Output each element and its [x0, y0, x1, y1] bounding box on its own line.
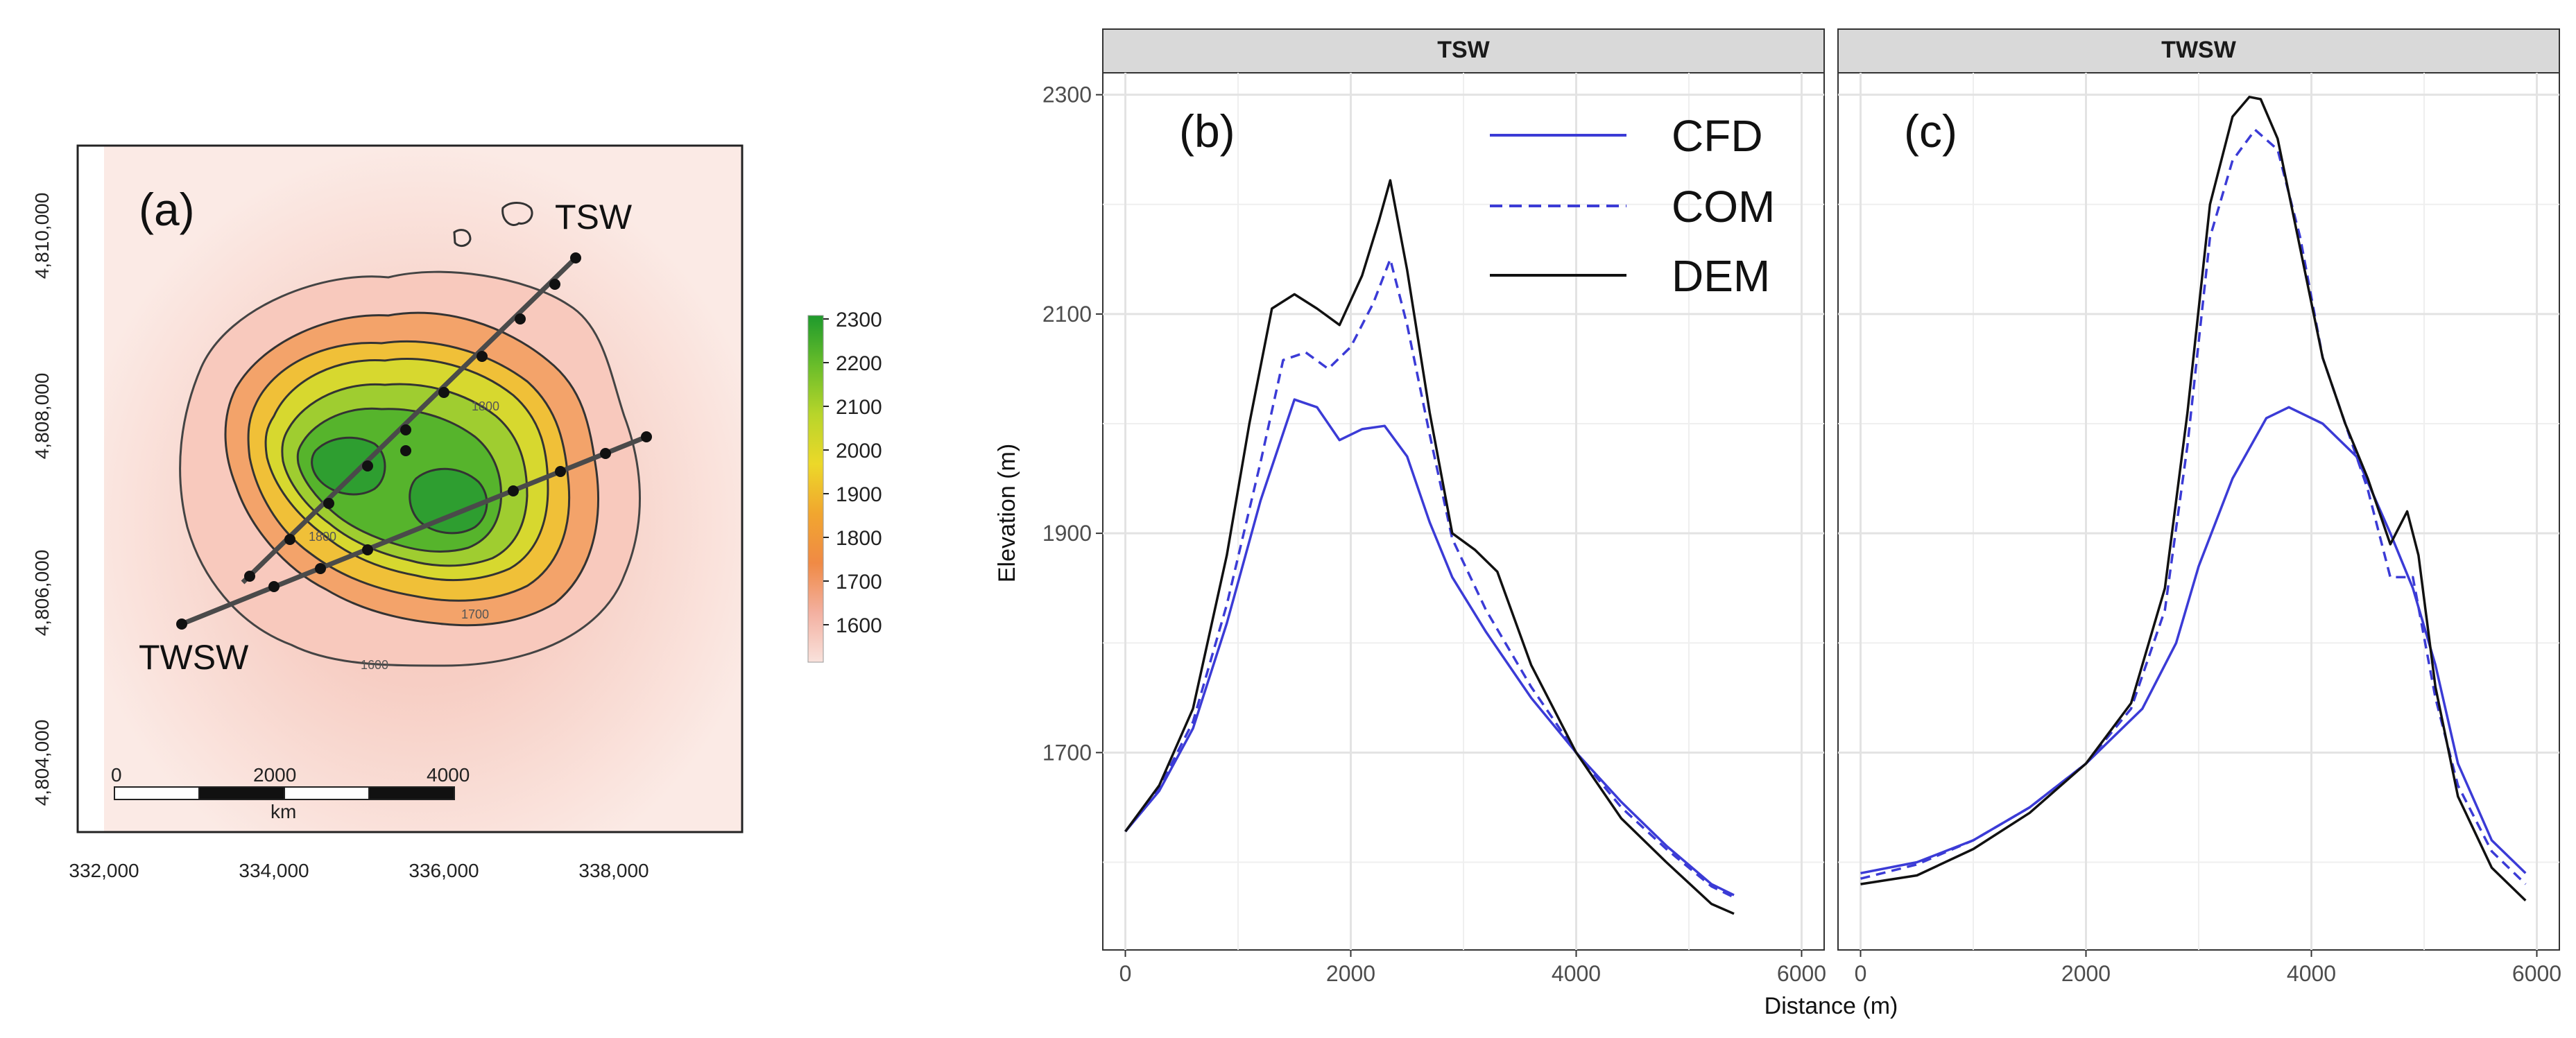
transect-label-twsw: TWSW	[139, 638, 249, 677]
strip-tsw	[1102, 28, 1825, 73]
legend-label-dem: DEM	[1672, 251, 1770, 301]
strip-twsw	[1837, 28, 2560, 73]
panel-c-series-dem	[1860, 96, 2527, 902]
contour-label-1700: 1700	[461, 607, 489, 621]
map-xtick-0: 332,000	[69, 860, 139, 881]
panel-c-grid	[1838, 73, 2559, 950]
panel-b-ytick-1900: 1900	[1042, 521, 1092, 546]
transect-tsw	[241, 252, 581, 585]
colorbar-tick-2300: 2300	[836, 309, 882, 331]
scalebar-label-4000: 4000	[427, 764, 470, 786]
panel-c-xtick-2000: 2000	[2061, 961, 2111, 986]
map-ytick-2: 4,808,000	[31, 373, 53, 460]
colorbar-tick-2200: 2200	[836, 352, 882, 375]
panel-b-ytick-2300: 2300	[1042, 83, 1092, 107]
legend-label-cfd: CFD	[1672, 111, 1763, 161]
contour-label-1800-b: 1800	[472, 399, 499, 413]
map-ytick-3: 4,810,000	[31, 193, 53, 279]
panel-c-xtick-0: 0	[1855, 961, 1867, 986]
map-scalebar: 0 2000 4000 km	[111, 764, 470, 822]
contour-2200-west	[311, 436, 386, 496]
panel-c-xtick-6000: 6000	[2512, 961, 2561, 986]
strip-label-twsw: TWSW	[2161, 37, 2237, 63]
legend-label-com: COM	[1672, 182, 1775, 232]
panel-b-x-ticks: 0 2000 4000 6000	[1119, 950, 1826, 986]
colorbar-tick-1900: 1900	[836, 483, 882, 506]
panel-c-xtick-4000: 4000	[2287, 961, 2336, 986]
map-panel: 1600 1700 1800 1800	[31, 144, 882, 881]
colorbar-ticks: 2300 2200 2100 2000 1900 1800 1700 1600	[823, 309, 882, 637]
panel-b-xtick-6000: 6000	[1777, 961, 1826, 986]
panel-b-ytick-1700: 1700	[1042, 740, 1092, 765]
strip-label-tsw: TSW	[1437, 37, 1490, 63]
map-xtick-3: 338,000	[578, 860, 649, 881]
panel-b-series-com	[1124, 258, 1735, 899]
colorbar-tick-2100: 2100	[836, 396, 882, 419]
colorbar-tick-2000: 2000	[836, 440, 882, 462]
panel-c-x-ticks: 0 2000 4000 6000	[1855, 950, 2561, 986]
profile-panels: TSW TWSW (b) CFD COM DEM 1700 1900 2100 230…	[994, 28, 2561, 1019]
contour-label-1800-a: 1800	[309, 530, 336, 544]
colorbar-tick-1700: 1700	[836, 571, 882, 594]
scalebar-unit: km	[271, 801, 296, 822]
scalebar-label-2000: 2000	[253, 764, 296, 786]
x-axis-title: Distance (m)	[1764, 993, 1898, 1019]
contour-label-1600: 1600	[361, 658, 388, 672]
colorbar-bar	[807, 315, 824, 663]
map-ytick-1: 4,806,000	[31, 550, 53, 637]
map-ytick-0: 4,804,000	[31, 720, 53, 806]
legend: CFD COM DEM	[1490, 111, 1775, 301]
panel-c-series	[1860, 96, 2527, 902]
contour-island-1	[501, 202, 533, 226]
contour-2200-east	[409, 467, 488, 535]
panel-b-series	[1124, 179, 1735, 915]
panel-b-grid	[1103, 73, 1824, 950]
panel-b-series-cfd	[1124, 398, 1735, 897]
map-xtick-1: 334,000	[239, 860, 309, 881]
map-frame	[76, 144, 744, 833]
panel-b-xtick-4000: 4000	[1552, 961, 1601, 986]
plot-panel-c: (c) 0 2000 4000 6000	[1837, 72, 2561, 986]
transect-twsw	[176, 431, 652, 630]
map-y-axis: 4,804,000 4,806,000 4,808,000 4,810,000	[31, 193, 53, 806]
y-axis-title: Elevation (m)	[994, 444, 1020, 582]
panel-b-xtick-0: 0	[1119, 961, 1132, 986]
panel-b-y-ticks: 1700 1900 2100 2300	[1042, 83, 1103, 765]
scalebar-label-0: 0	[111, 764, 122, 786]
transect-label-tsw: TSW	[555, 198, 633, 236]
contour-island-2	[453, 229, 472, 248]
map-colorbar: 2300 2200 2100 2000 1900 1800 1700 1600	[807, 309, 882, 663]
colorbar-tick-1800: 1800	[836, 527, 882, 550]
colorbar-tick-1600: 1600	[836, 614, 882, 637]
panel-label-b: (b)	[1179, 105, 1235, 157]
panel-b-ytick-2100: 2100	[1042, 302, 1092, 327]
panel-label-c: (c)	[1904, 105, 1957, 157]
map-x-axis: 332,000 334,000 336,000 338,000	[69, 860, 649, 881]
panel-b-series-dem	[1124, 179, 1735, 915]
panel-b-xtick-2000: 2000	[1326, 961, 1375, 986]
plot-panel-b: (b) CFD COM DEM 1700 1900 2100 2300 0 2000 40…	[1042, 72, 1826, 986]
panel-label-a: (a)	[139, 184, 195, 235]
map-xtick-2: 336,000	[409, 860, 479, 881]
